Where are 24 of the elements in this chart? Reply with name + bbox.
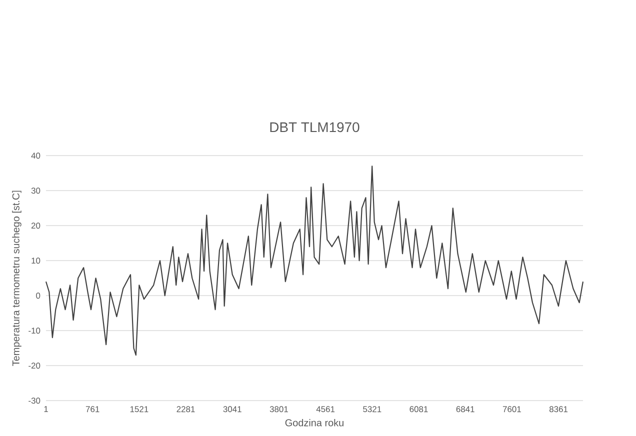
x-axis-title: Godzina roku: [285, 418, 344, 426]
y-tick-label: 20: [31, 222, 40, 229]
x-tick-label: 3041: [223, 406, 242, 412]
y-tick-label: 40: [31, 152, 40, 159]
x-tick-label: 1521: [130, 406, 148, 412]
x-tick-label: 761: [86, 406, 100, 412]
y-tick-label: -20: [28, 362, 40, 369]
x-tick-label: 4561: [316, 406, 335, 412]
x-tick-label: 7601: [502, 406, 521, 412]
y-tick-label: 0: [36, 292, 40, 299]
chart-title: DBT TLM1970: [270, 122, 360, 132]
y-tick-label: 10: [32, 258, 40, 264]
x-tick-label: 5321: [363, 406, 382, 412]
y-axis-title: Temperatura termometru suchego [st.C]: [12, 190, 22, 366]
y-tick-label: -10: [28, 328, 40, 334]
y-tick-label: -30: [28, 398, 40, 404]
x-tick-label: 1: [44, 406, 48, 412]
x-tick-label: 6841: [456, 406, 474, 412]
x-tick-label: 2281: [176, 406, 195, 412]
y-tick-label: 30: [31, 188, 40, 194]
x-tick-label: 8361: [549, 406, 568, 412]
line-series: [45, 166, 584, 356]
x-tick-label: 3801: [270, 406, 288, 412]
x-tick-label: 6081: [410, 406, 428, 412]
